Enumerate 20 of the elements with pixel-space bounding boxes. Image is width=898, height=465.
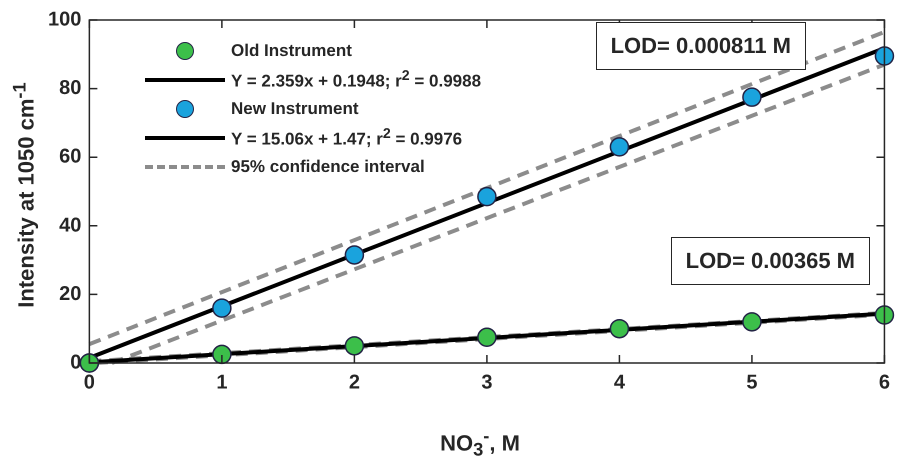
x-tick-label: 1 [216, 372, 228, 394]
y-tick-label: 100 [48, 8, 82, 31]
y-tick-label: 60 [59, 146, 82, 168]
annotation: LOD= 0.000811 M [596, 22, 806, 70]
y-tick-label: 40 [59, 214, 82, 236]
x-tick-label: 5 [746, 372, 758, 394]
legend-label: Y = 2.359x + 0.1948; r$^{2}$ = 0.9988 [231, 68, 482, 92]
y-tick-label: 0 [70, 352, 82, 374]
legend-label: Old Instrument [231, 40, 352, 60]
x-tick-label: 6 [878, 372, 890, 394]
legend-label: 95% confidence interval [231, 156, 425, 176]
x-tick-label: 3 [481, 372, 492, 394]
legend-label: New Instrument [231, 98, 359, 118]
annotation: LOD= 0.00365 M [670, 237, 870, 285]
y-tick-label: 20 [59, 282, 82, 305]
y-tick-label: 80 [59, 77, 82, 100]
legend-label: Y = 15.06x + 1.47; r$^{2}$ = 0.9976 [231, 126, 462, 150]
x-tick-label: 2 [348, 372, 360, 394]
x-tick-label: 4 [614, 372, 626, 394]
x-axis-title: NO$_{3}$$^{-}$, M [440, 425, 520, 461]
